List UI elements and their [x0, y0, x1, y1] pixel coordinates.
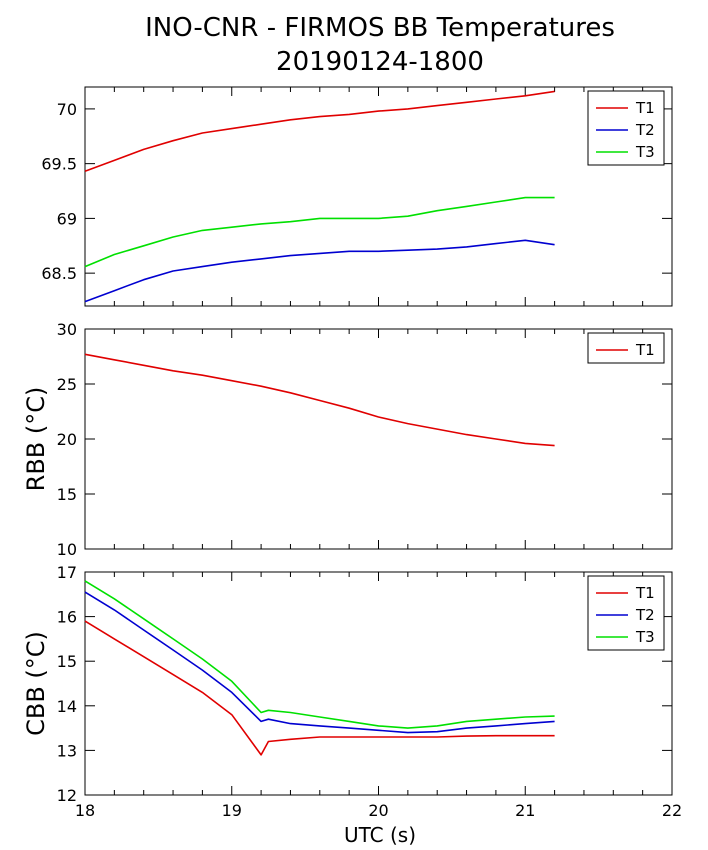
x-tick-label: 21 — [515, 801, 535, 820]
series-line-t3 — [84, 580, 555, 729]
series-line-t1 — [84, 620, 555, 756]
legend-label-t2: T2 — [635, 121, 655, 139]
legend-label-t3: T3 — [635, 143, 655, 161]
series-line-t1 — [84, 90, 555, 173]
y-axis-label: CBB (°C) — [22, 631, 50, 736]
panel-1: 68.5 69 69.5 70 T1 T2 T3 — [41, 86, 673, 307]
legend-label-t3: T3 — [635, 628, 655, 646]
x-tick-label: 20 — [368, 801, 388, 820]
x-tick-label: 19 — [222, 801, 242, 820]
legend-label-t1: T1 — [635, 341, 655, 359]
plot-frame — [84, 86, 673, 307]
x-tick-label: 18 — [75, 801, 95, 820]
y-tick-label: 15 — [57, 652, 77, 671]
chart-subtitle: 20190124-1800 — [276, 47, 484, 77]
chart-title: INO-CNR - FIRMOS BB Temperatures — [145, 13, 615, 43]
panel-2: 10 15 20 25 30 RBB (°C) T1 — [22, 320, 673, 559]
y-tick-label: 16 — [57, 608, 77, 627]
series-line-t2 — [84, 591, 555, 734]
y-tick-label: 70 — [57, 100, 77, 119]
y-tick-label: 68.5 — [41, 264, 77, 283]
plot-frame — [84, 571, 673, 796]
y-axis-label: RBB (°C) — [22, 387, 50, 492]
legend: T1 T2 T3 — [587, 575, 665, 651]
y-tick-label: 13 — [57, 741, 77, 760]
panel-3: 12 13 14 15 16 17 CBB (°C) T1 T2 T3 — [22, 563, 673, 805]
legend-label-t1: T1 — [635, 584, 655, 602]
y-tick-label: 20 — [57, 430, 77, 449]
y-tick-label: 69.5 — [41, 155, 77, 174]
legend-label-t1: T1 — [635, 99, 655, 117]
x-tick-label: 22 — [662, 801, 682, 820]
y-tick-label: 14 — [57, 697, 77, 716]
series-line-t3 — [84, 196, 555, 268]
series-line-t2 — [84, 239, 555, 303]
legend: T1 T2 T3 — [587, 90, 665, 166]
y-tick-label: 25 — [57, 375, 77, 394]
y-tick-label: 15 — [57, 485, 77, 504]
y-tick-label: 12 — [57, 786, 77, 805]
legend-label-t2: T2 — [635, 606, 655, 624]
y-tick-label: 10 — [57, 540, 77, 559]
plot-frame — [84, 328, 673, 550]
legend: T1 — [587, 332, 665, 364]
y-tick-label: 69 — [57, 209, 77, 228]
series-line-t1 — [84, 353, 555, 447]
y-tick-label: 30 — [57, 320, 77, 339]
y-tick-label: 17 — [57, 563, 77, 582]
x-axis-label: UTC (s) — [344, 823, 416, 847]
legend-box — [587, 332, 665, 364]
